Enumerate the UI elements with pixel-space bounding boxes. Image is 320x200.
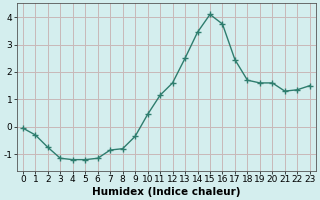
X-axis label: Humidex (Indice chaleur): Humidex (Indice chaleur) bbox=[92, 187, 241, 197]
